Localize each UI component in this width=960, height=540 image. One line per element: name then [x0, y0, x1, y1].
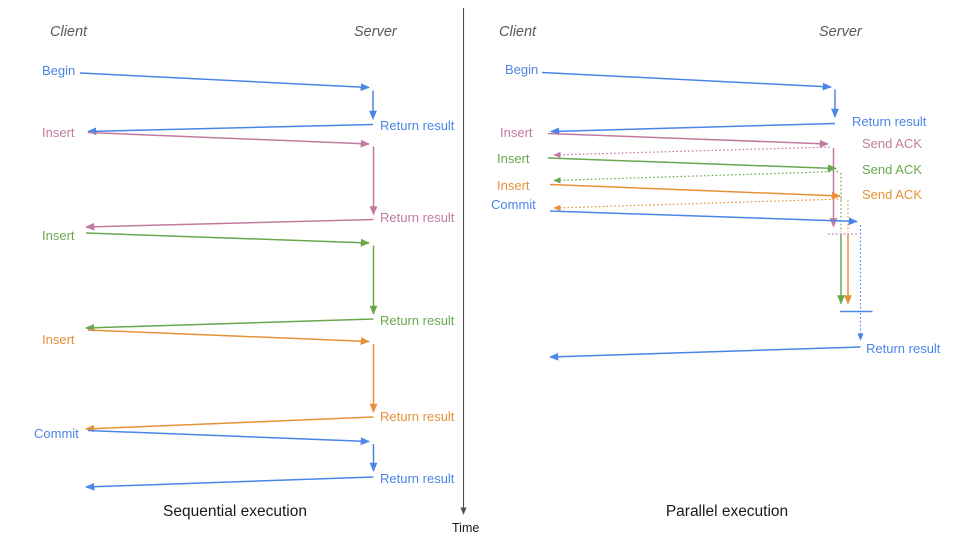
seq-insert1-request-arrow — [87, 131, 370, 148]
par-insert1-request-arrow — [547, 132, 829, 148]
par-client-header: Client — [499, 24, 537, 40]
seq-server-header: Server — [354, 24, 397, 40]
seq-insert3-label: Insert — [42, 332, 75, 347]
seq-commit-reply-label: Return result — [380, 471, 455, 486]
seq-insert1-label: Insert — [42, 125, 75, 140]
seq-begin-reply-label: Return result — [380, 118, 455, 133]
par-begin-label: Begin — [505, 62, 539, 77]
time-axis-label: Time — [452, 521, 480, 535]
par-insert1-label: Insert — [500, 125, 533, 140]
par-commit-reply-label: Return result — [866, 341, 941, 356]
seq-insert3-reply-label: Return result — [380, 409, 455, 424]
seq-commit-response-arrow — [85, 476, 374, 491]
par-insert1-ack-arrow — [553, 146, 831, 158]
seq-insert1-response-arrow — [85, 218, 374, 231]
sequential-title: Sequential execution — [163, 503, 307, 520]
par-begin-reply-label: Return result — [852, 114, 927, 129]
par-insert2-label: Insert — [497, 151, 530, 166]
seq-insert2-reply-label: Return result — [380, 313, 455, 328]
par-begin-response-arrow — [550, 122, 836, 136]
par-insert2-ack-arrow — [553, 170, 839, 184]
seq-insert2-request-arrow — [85, 232, 370, 247]
seq-begin-request-arrow — [79, 72, 370, 91]
parallel-title: Parallel execution — [665, 503, 789, 520]
seq-client-header: Client — [50, 24, 88, 40]
par-begin-request-arrow — [541, 71, 832, 91]
seq-begin-response-arrow — [87, 123, 374, 136]
par-insert3-request-arrow — [549, 183, 841, 200]
par-insert1-ack-label: Send ACK — [862, 136, 922, 151]
par-insert3-label: Insert — [497, 178, 530, 193]
par-insert2-ack-label: Send ACK — [862, 162, 922, 177]
par-server-header: Server — [819, 24, 862, 40]
seq-insert2-response-arrow — [85, 318, 374, 332]
par-commit-response-arrow — [549, 346, 861, 361]
seq-begin-label: Begin — [42, 63, 76, 78]
par-insert3-ack-label: Send ACK — [862, 187, 922, 202]
seq-insert3-response-arrow — [85, 416, 374, 433]
par-insert3-ack-arrow — [553, 198, 843, 211]
par-commit-label: Commit — [491, 197, 536, 212]
seq-commit-request-arrow — [87, 429, 370, 446]
par-commit-request-arrow — [549, 210, 858, 226]
seq-commit-label: Commit — [34, 426, 79, 441]
par-insert2-request-arrow — [547, 157, 837, 173]
seq-insert3-request-arrow — [87, 329, 370, 346]
seq-insert1-reply-label: Return result — [380, 210, 455, 225]
seq-insert2-label: Insert — [42, 228, 75, 243]
